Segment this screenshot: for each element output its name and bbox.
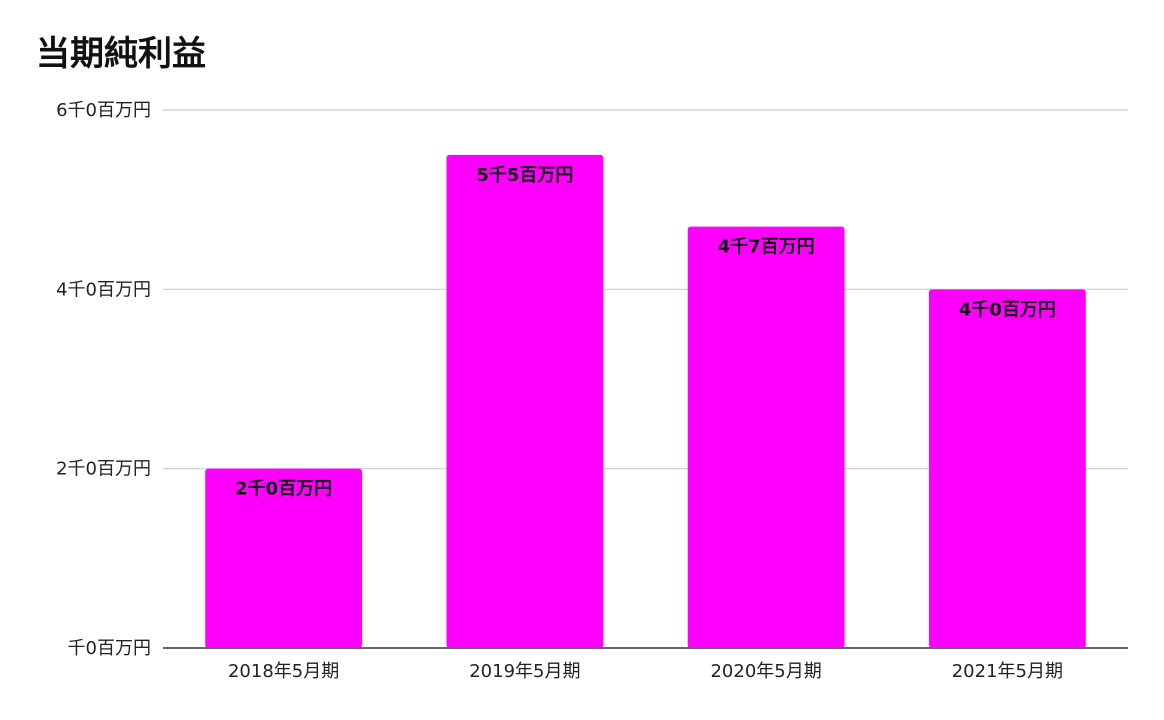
y-axis-ticks: 千0百万円 2千0百万円 4千0百万円 6千0百万円 — [56, 100, 151, 659]
y-tick-label: 6千0百万円 — [56, 100, 151, 121]
x-tick-label: 2020年5月期 — [710, 661, 821, 682]
bars — [205, 154, 1086, 649]
y-tick-label: 4千0百万円 — [56, 279, 151, 300]
bar-data-label: 4千7百万円 — [718, 237, 815, 258]
bar — [928, 289, 1086, 648]
chart-title: 当期純利益 — [36, 34, 206, 74]
bar — [446, 154, 604, 649]
x-tick-label: 2021年5月期 — [952, 661, 1063, 682]
x-tick-label: 2019年5月期 — [469, 661, 580, 682]
bar-data-label: 5千5百万円 — [476, 165, 573, 186]
data-labels: 2千0百万円 5千5百万円 4千7百万円 4千0百万円 — [235, 165, 1056, 500]
bar — [205, 468, 363, 648]
x-tick-label: 2018年5月期 — [228, 661, 339, 682]
y-tick-label: 2千0百万円 — [56, 459, 151, 480]
y-tick-label: 千0百万円 — [68, 638, 151, 659]
bar — [687, 226, 845, 649]
bar-data-label: 4千0百万円 — [959, 299, 1056, 320]
x-axis-ticks: 2018年5月期 2019年5月期 2020年5月期 2021年5月期 — [228, 661, 1063, 682]
bar-data-label: 2千0百万円 — [235, 479, 332, 500]
